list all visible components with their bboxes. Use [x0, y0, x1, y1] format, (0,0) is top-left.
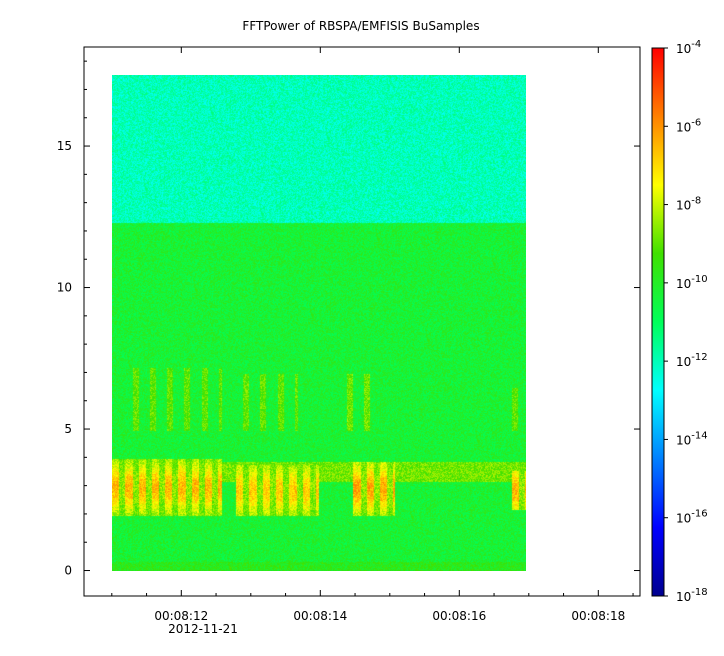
spectrogram-image — [111, 75, 526, 571]
y-tick-label: 10 — [57, 281, 72, 295]
colorbar-tick-label: 10-14 — [676, 430, 708, 447]
colorbar — [651, 47, 665, 597]
chart-title: FFTPower of RBSPA/EMFISIS BuSamples — [242, 19, 479, 33]
y-tick-label: 0 — [64, 564, 72, 578]
colorbar-tick-label: 10-10 — [676, 274, 708, 291]
x-tick-label: 00:08:18 — [571, 609, 625, 623]
colorbar-tick-label: 10-16 — [676, 509, 708, 526]
colorbar-tick-label: 10-4 — [676, 39, 701, 56]
x-tick-label: 00:08:14 — [293, 609, 347, 623]
y-tick-label: 15 — [57, 139, 72, 153]
colorbar-tick-label: 10-8 — [676, 196, 701, 213]
colorbar-tick-label: 10-6 — [676, 117, 701, 134]
spectrogram-image-holder — [111, 75, 526, 571]
x-axis-date-label: 2012-11-21 — [168, 622, 238, 636]
y-tick-label: 5 — [64, 422, 72, 436]
x-tick-label: 00:08:16 — [432, 609, 486, 623]
colorbar-tick-label: 10-12 — [676, 352, 708, 369]
x-axis: 00:08:12 00:08:14 00:08:16 00:08:18 — [111, 47, 634, 623]
colorbar-axis: 10-4 10-6 10-8 10-10 10-12 10-14 10-16 10-18 — [664, 39, 708, 604]
x-tick-label: 00:08:12 — [154, 609, 208, 623]
y-axis: 0 5 10 15 — [57, 60, 640, 578]
colorbar-tick-label: 10-18 — [676, 587, 708, 604]
